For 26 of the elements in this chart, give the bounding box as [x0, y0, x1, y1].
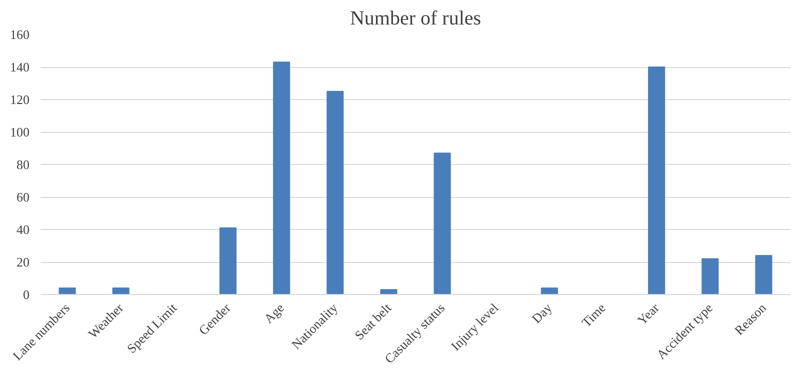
bar [273, 62, 290, 294]
y-tick-label: 140 [10, 60, 30, 74]
bar [380, 289, 398, 294]
x-tick-label: Age [260, 300, 288, 326]
bar [648, 66, 666, 294]
x-tick-label: Day [528, 300, 556, 326]
bar [702, 258, 719, 294]
y-tick-label: 40 [16, 222, 30, 237]
bar [58, 288, 76, 294]
y-tick-label: 100 [10, 124, 30, 140]
bar [540, 288, 558, 294]
bar [112, 288, 130, 294]
y-tick-label: 120 [10, 92, 30, 107]
x-tick-label: Year [634, 300, 662, 328]
y-tick-label: 60 [16, 190, 30, 204]
y-tick-label: 160 [10, 27, 30, 42]
x-tick-label: Time [578, 300, 608, 330]
x-tick-label: Seat belt [352, 300, 394, 343]
y-tick-label: 20 [16, 254, 30, 270]
y-tick-label: 0 [23, 287, 30, 302]
bar [755, 255, 772, 294]
bar [219, 227, 237, 294]
y-tick-label: 80 [16, 157, 30, 172]
bar [326, 90, 344, 294]
chart-title: Number of rules [350, 8, 482, 30]
bar [434, 152, 451, 294]
